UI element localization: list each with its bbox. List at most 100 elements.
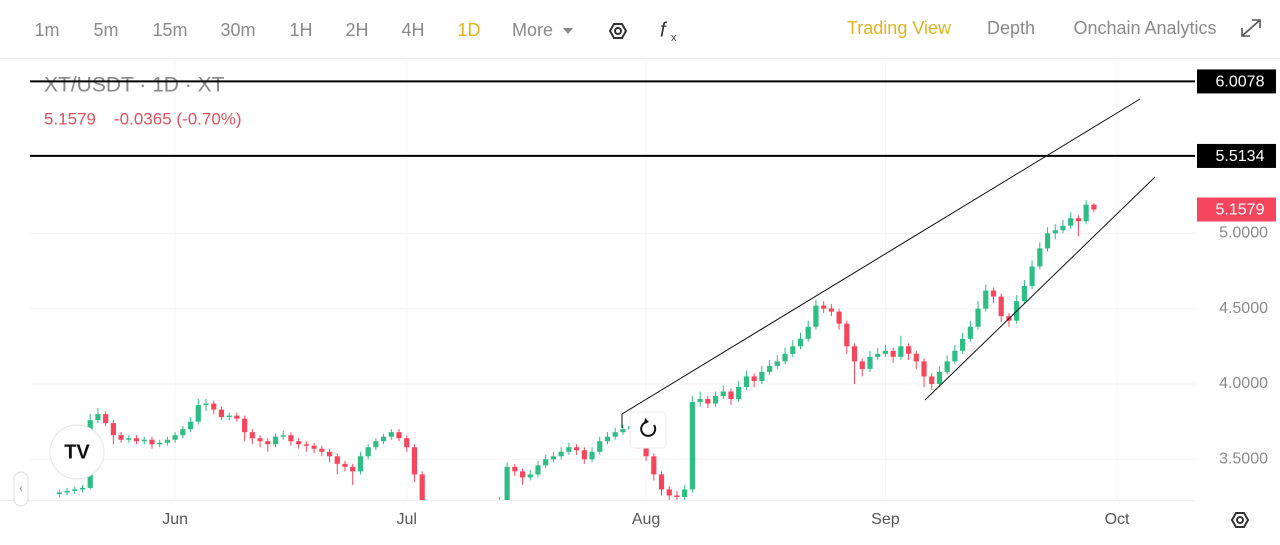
candle-body: [589, 451, 595, 460]
candle-body: [380, 436, 387, 442]
reset-button[interactable]: [629, 411, 667, 449]
y-tick-label: 4.0000: [1219, 375, 1268, 392]
candle-body: [1021, 286, 1027, 302]
view-tab[interactable]: Trading View: [847, 18, 952, 38]
svg-text:TV: TV: [64, 441, 90, 463]
candle-body: [805, 326, 811, 339]
candle-body: [882, 350, 889, 354]
candle-body: [172, 435, 178, 440]
collapse-icon[interactable]: [1241, 19, 1261, 37]
candle-body: [890, 350, 896, 357]
interval-button[interactable]: 1m: [34, 20, 59, 40]
candle-body: [411, 447, 418, 475]
last-price-label: 5.1579: [1216, 202, 1265, 219]
candle-body: [211, 403, 217, 410]
candle-body: [743, 376, 750, 387]
candle-body: [990, 290, 997, 297]
candle-body: [905, 346, 912, 354]
candle-body: [929, 376, 935, 384]
candle-body: [126, 438, 132, 440]
interval-button[interactable]: 15m: [152, 20, 187, 40]
candle-body: [705, 399, 711, 404]
candle-body: [674, 495, 680, 497]
candle-body: [396, 432, 402, 439]
candle-body: [79, 487, 86, 490]
candle-body: [759, 371, 765, 381]
candle-body: [95, 414, 101, 421]
x-tick-label: Jul: [397, 511, 417, 528]
candle-body: [218, 409, 225, 418]
view-tab[interactable]: Depth: [987, 18, 1035, 38]
candle-body: [527, 474, 533, 478]
candle-body: [666, 489, 672, 496]
price-tag-label: 6.0078: [1216, 74, 1265, 91]
candle-body: [180, 429, 186, 436]
candle-body: [427, 512, 432, 527]
candle-body: [936, 371, 943, 384]
candle-body: [952, 350, 958, 362]
candle-body: [141, 439, 147, 442]
interval-button[interactable]: 1D: [457, 20, 480, 40]
candle-body: [689, 402, 696, 490]
candle-body: [257, 438, 263, 442]
scroll-handle[interactable]: ‹: [13, 471, 29, 507]
candle-body: [859, 361, 865, 369]
x-tick-label: Oct: [1105, 511, 1130, 528]
candle-body: [913, 353, 919, 362]
candle-body: [797, 338, 804, 347]
candle-body: [504, 466, 510, 500]
candle-body: [836, 311, 842, 324]
more-caret: [563, 28, 573, 34]
candle-body: [550, 456, 557, 460]
settings-icon[interactable]: [1230, 512, 1250, 528]
candle-body: [481, 527, 486, 532]
candle-body: [311, 445, 317, 449]
candle-body: [350, 466, 356, 472]
indicator-icon[interactable]: [608, 23, 628, 39]
interval-button[interactable]: 5m: [93, 20, 118, 40]
candle-body: [736, 386, 742, 400]
candle-body: [566, 447, 572, 452]
x-tick-label: Sep: [871, 511, 900, 528]
candle-body: [404, 438, 410, 448]
interval-button[interactable]: 30m: [220, 20, 255, 40]
candle-body: [944, 361, 950, 372]
candle-body: [574, 447, 580, 451]
candle-body: [712, 396, 719, 404]
candle-body: [64, 490, 70, 493]
candle-body: [1083, 204, 1089, 222]
candle-body: [1029, 266, 1035, 287]
interval-button[interactable]: 4H: [401, 20, 424, 40]
candle-body: [697, 399, 703, 403]
candle-body: [319, 448, 325, 452]
more-button[interactable]: More: [512, 20, 553, 40]
candle-body: [249, 432, 255, 439]
trend-line: [924, 176, 1156, 401]
candle-body: [728, 391, 734, 400]
candle-body: [187, 421, 194, 430]
interval-button[interactable]: 1H: [289, 20, 312, 40]
candle-body: [489, 523, 494, 528]
candle-body: [443, 532, 448, 535]
candle-body: [474, 532, 479, 534]
candle-body: [512, 466, 518, 472]
change: -0.0365 (-0.70%): [114, 109, 242, 128]
candle-body: [643, 444, 649, 457]
candle-body: [682, 489, 688, 497]
candle-body: [821, 305, 827, 309]
fx-icon[interactable]: f: [660, 19, 668, 41]
candle-body: [782, 353, 788, 362]
y-tick-label: 5.0000: [1219, 225, 1268, 242]
candle-body: [558, 451, 564, 457]
svg-text:‹: ‹: [19, 481, 23, 495]
candle-body: [242, 418, 248, 433]
candle-body: [790, 346, 796, 354]
candle-body: [813, 305, 819, 327]
candle-body: [365, 447, 371, 457]
candle-body: [543, 459, 549, 466]
view-tab[interactable]: Onchain Analytics: [1073, 18, 1216, 38]
candle-body: [751, 376, 757, 381]
candle-body: [373, 441, 379, 448]
interval-button[interactable]: 2H: [345, 20, 368, 40]
